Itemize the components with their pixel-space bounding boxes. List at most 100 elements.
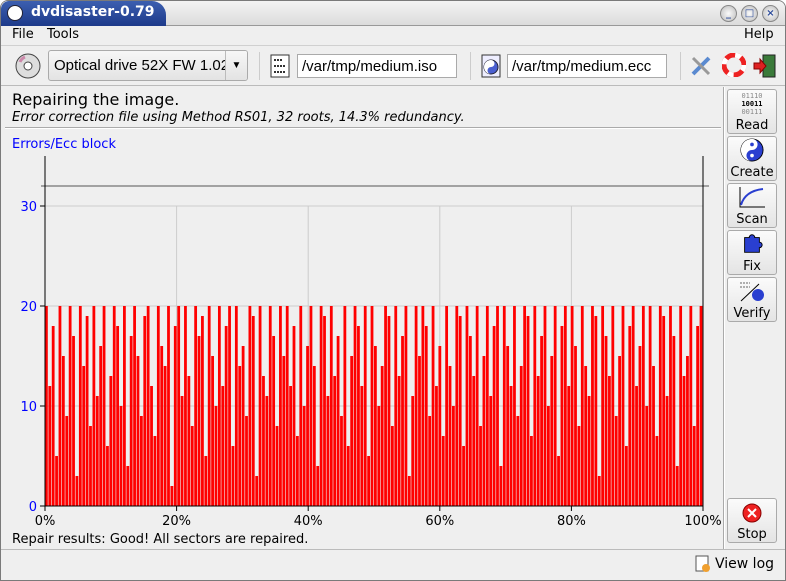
status-title: Repairing the image. — [12, 90, 180, 109]
error-bar — [312, 366, 316, 506]
error-bar — [102, 306, 106, 506]
error-bar — [489, 396, 493, 506]
x-tick-label: 60% — [425, 514, 454, 529]
error-bar — [326, 396, 330, 506]
error-bar — [692, 426, 696, 506]
repair-result: Repair results: Good! All sectors are re… — [12, 532, 309, 547]
error-bar — [380, 366, 384, 506]
verify-label: Verify — [733, 306, 771, 321]
error-bar — [258, 306, 262, 506]
error-bar — [519, 366, 523, 506]
error-bar — [635, 386, 638, 506]
chevron-down-icon[interactable]: ▼ — [225, 51, 247, 80]
error-bar — [611, 306, 615, 506]
error-bar — [496, 306, 499, 506]
error-bar — [421, 306, 425, 506]
app-logo-icon — [7, 5, 23, 21]
stop-label: Stop — [737, 527, 767, 542]
error-bar — [675, 466, 679, 506]
title-bar[interactable]: dvdisaster-0.79 _ □ × — [1, 1, 785, 26]
error-bar — [177, 306, 181, 506]
error-bar — [652, 366, 655, 506]
error-bar — [397, 376, 401, 506]
error-bar — [407, 476, 411, 506]
error-bar — [452, 406, 455, 506]
image-file-icon[interactable] — [270, 54, 290, 78]
error-bar — [248, 306, 252, 506]
error-bar — [272, 336, 276, 506]
error-bar — [624, 446, 628, 506]
yin-yang-icon — [740, 138, 764, 162]
error-bar — [445, 306, 449, 506]
close-button[interactable]: × — [762, 5, 779, 22]
error-bar — [390, 426, 394, 506]
error-bar — [89, 426, 92, 506]
drive-select[interactable]: Optical drive 52X FW 1.02 ▼ — [48, 50, 248, 81]
error-bar — [631, 306, 635, 506]
read-button[interactable]: 01110 10011 00111 Read — [727, 89, 777, 134]
status-area: Repairing the image. Error correction fi… — [12, 90, 465, 125]
error-bar — [285, 306, 289, 506]
error-bar — [431, 306, 435, 506]
error-bar — [207, 306, 211, 506]
create-button[interactable]: Create — [727, 136, 777, 181]
error-bar — [516, 416, 520, 506]
error-bar — [557, 456, 560, 506]
separator — [470, 52, 471, 80]
error-bar — [482, 356, 486, 506]
menu-file[interactable]: File — [12, 27, 34, 42]
view-log-button[interactable]: View log — [695, 555, 774, 573]
error-bar — [139, 416, 143, 506]
ecc-file-icon[interactable] — [481, 54, 501, 78]
error-bar — [614, 416, 618, 506]
preferences-icon[interactable] — [689, 54, 713, 78]
error-bar — [163, 366, 167, 506]
status-bar: View log — [1, 549, 785, 580]
error-bar — [109, 376, 113, 506]
error-bar — [316, 466, 320, 506]
y-tick-label: 0 — [29, 500, 37, 515]
cd-icon — [15, 53, 41, 79]
error-bar — [567, 386, 571, 506]
separator — [680, 52, 681, 80]
y-tick-label: 30 — [20, 200, 37, 215]
error-bar — [502, 306, 506, 506]
error-bar — [340, 416, 343, 506]
error-bar — [262, 376, 265, 506]
log-icon — [695, 555, 710, 572]
title-tab: dvdisaster-0.79 — [1, 1, 166, 26]
error-bar — [173, 326, 177, 506]
scan-button[interactable]: Scan — [727, 183, 777, 228]
error-bar — [268, 306, 272, 506]
image-path-input[interactable]: /var/tmp/medium.iso — [297, 54, 457, 78]
error-bar — [638, 346, 642, 506]
divider — [723, 87, 725, 549]
ecc-path-input[interactable]: /var/tmp/medium.ecc — [507, 54, 667, 78]
help-icon[interactable] — [722, 53, 746, 77]
verify-button[interactable]: Verify — [727, 277, 777, 322]
error-bar — [441, 436, 445, 506]
menu-help[interactable]: Help — [744, 27, 774, 42]
error-bar — [184, 306, 187, 506]
error-bar — [217, 306, 221, 506]
error-bar — [665, 396, 669, 506]
error-bar — [119, 406, 123, 506]
minimize-button[interactable]: _ — [720, 5, 737, 22]
fix-button[interactable]: Fix — [727, 230, 777, 275]
error-bar — [275, 426, 279, 506]
quit-icon[interactable] — [753, 53, 777, 79]
error-bar — [506, 346, 510, 506]
error-bar — [95, 396, 99, 506]
error-bar — [655, 436, 659, 506]
stop-icon — [742, 503, 762, 523]
stop-button[interactable]: Stop — [727, 498, 777, 543]
verify-icon — [740, 282, 764, 302]
error-bar — [146, 306, 150, 506]
maximize-button[interactable]: □ — [741, 5, 758, 22]
error-bar — [404, 306, 408, 506]
error-bar — [197, 336, 201, 506]
scan-label: Scan — [736, 212, 768, 227]
menu-tools[interactable]: Tools — [47, 27, 80, 42]
error-bar — [621, 306, 625, 506]
error-bar — [133, 306, 136, 506]
